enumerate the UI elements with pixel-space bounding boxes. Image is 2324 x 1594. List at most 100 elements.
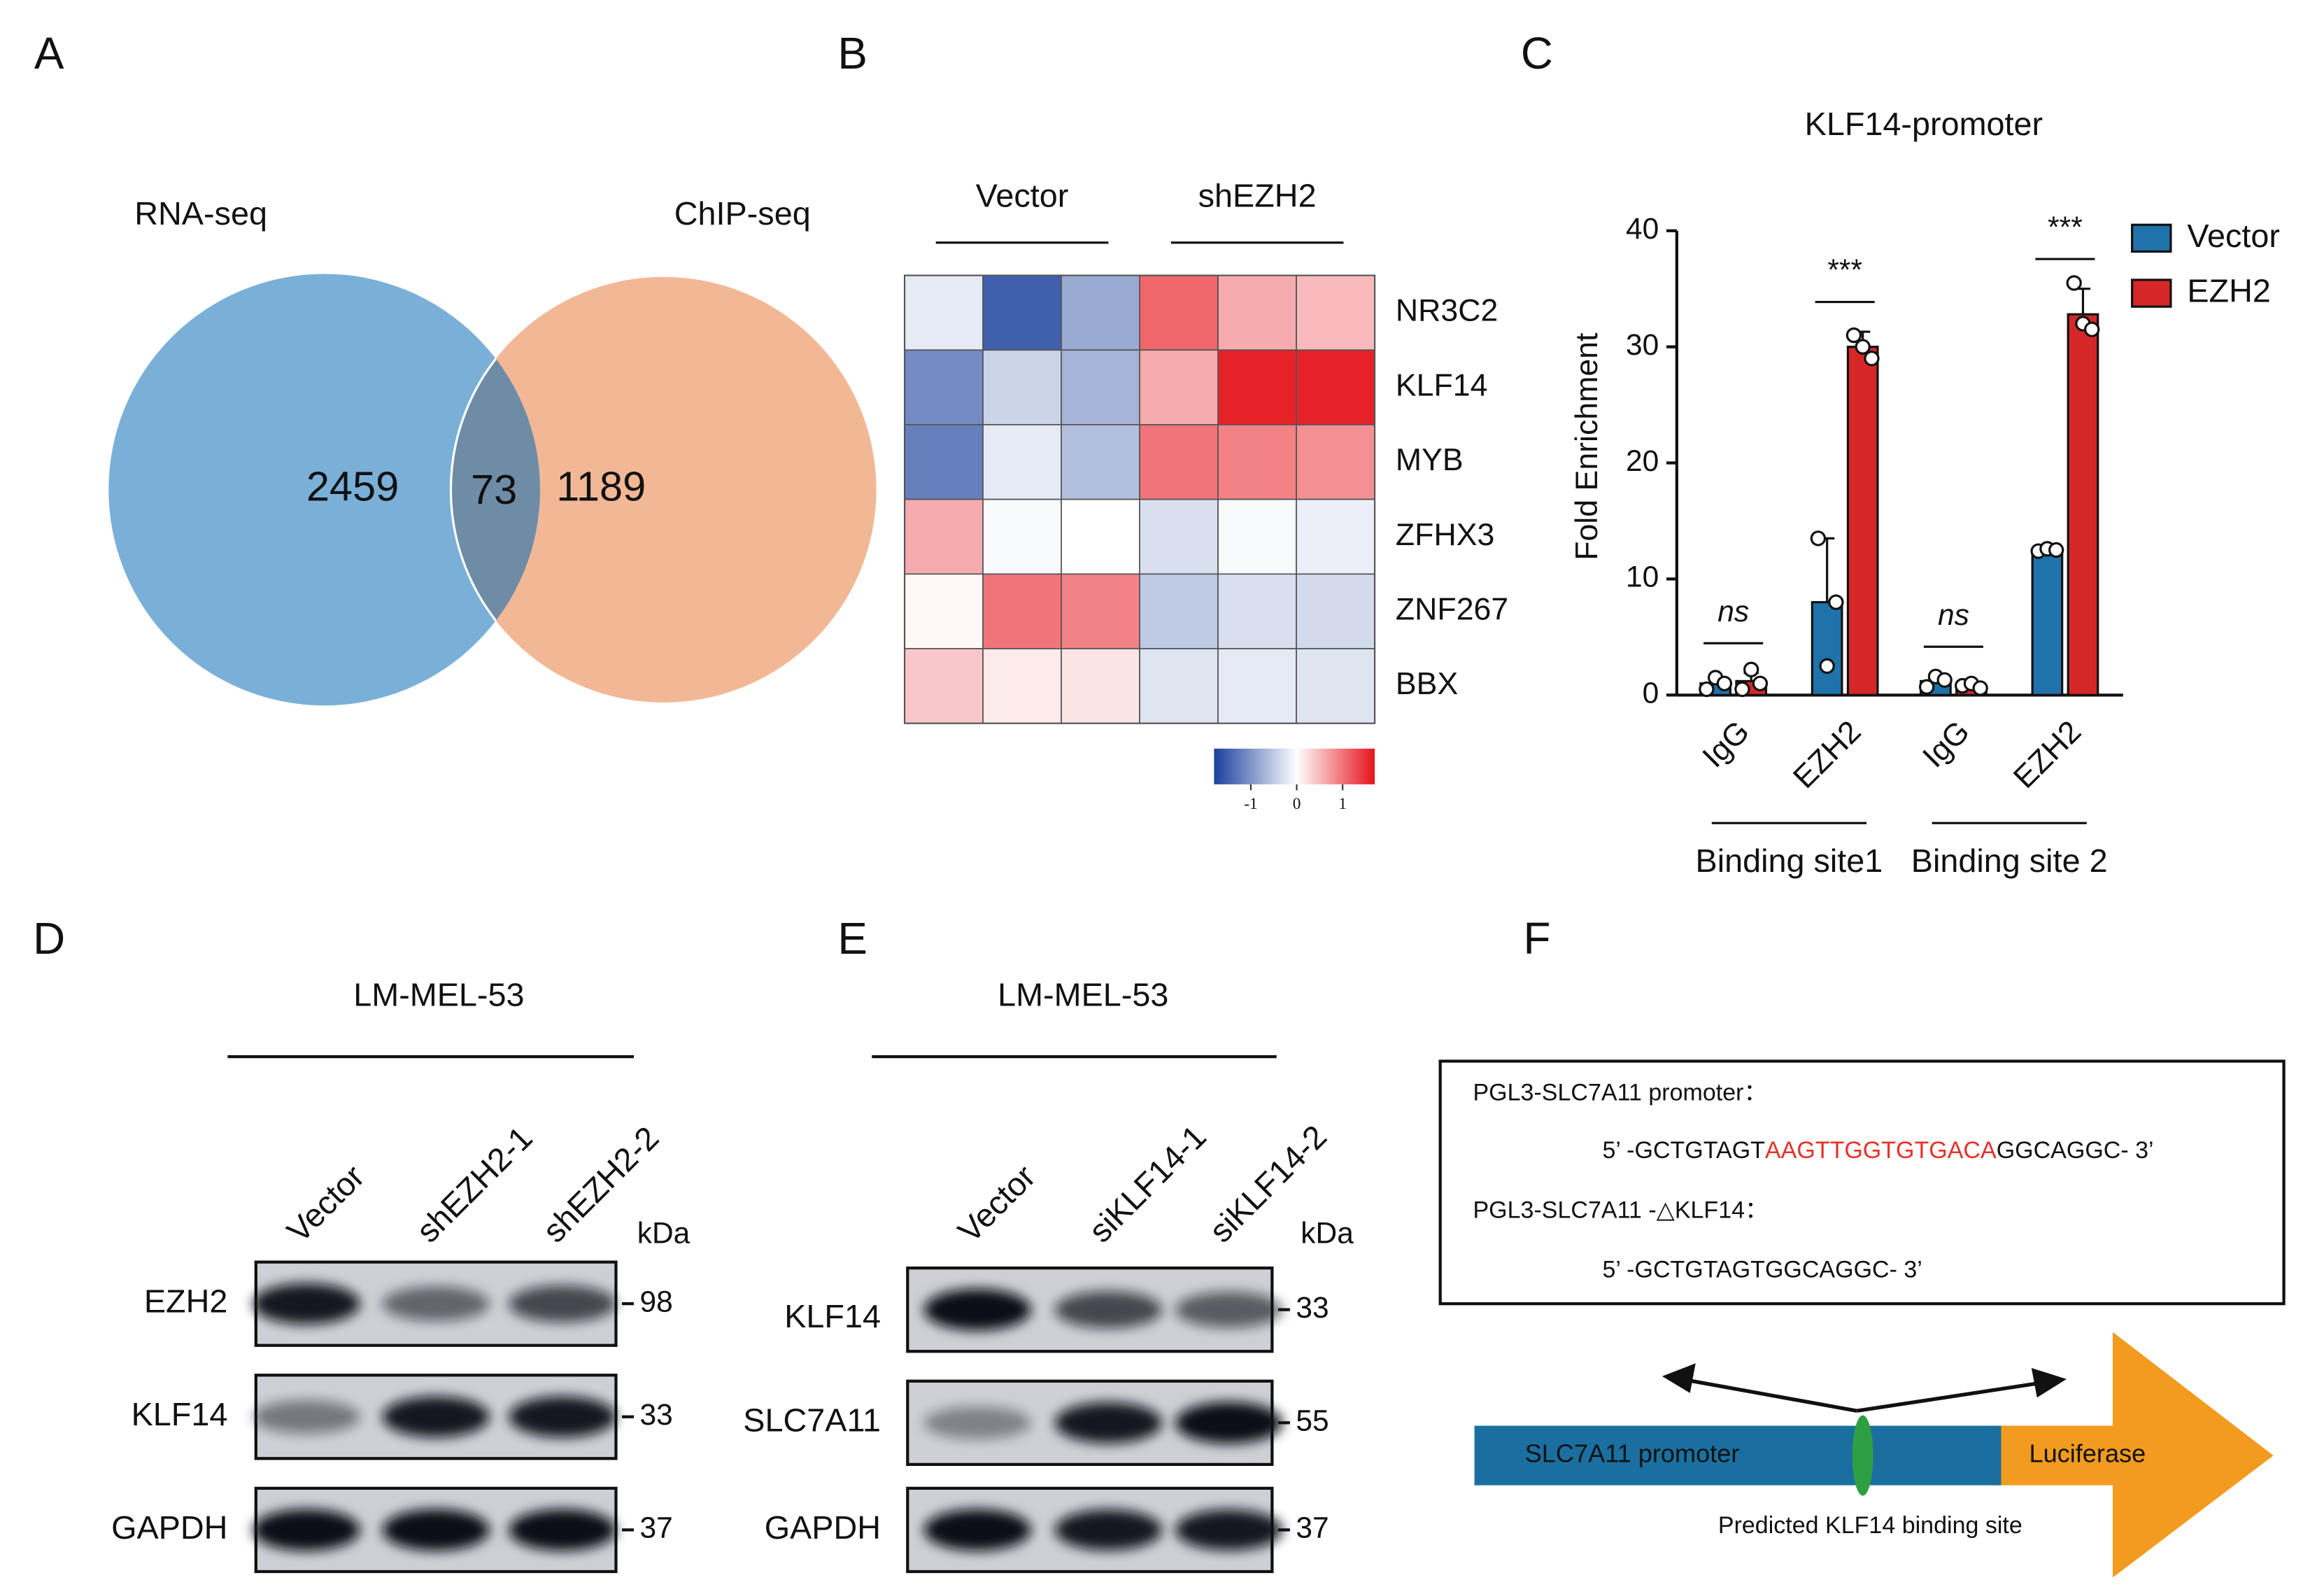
marker-label: 55 <box>1296 1404 1328 1438</box>
y-tick-label: 0 <box>1643 677 1659 710</box>
cell-line-label: LM-MEL-53 <box>998 976 1168 1013</box>
blot-band <box>509 1509 616 1551</box>
row-label: MYB <box>1396 443 1464 477</box>
construct-name: PGL3-SLC7A11 promoter： <box>1473 1079 1767 1106</box>
blot-band <box>382 1396 490 1438</box>
heatmap-cell <box>904 498 984 575</box>
panel-label: B <box>837 28 867 78</box>
y-tick-label: 40 <box>1626 212 1659 246</box>
heatmap-cell <box>1139 349 1219 425</box>
bar <box>2067 313 2099 696</box>
cell-line-label: LM-MEL-53 <box>353 976 524 1013</box>
panel-label: C <box>1521 28 1553 78</box>
column-group-label: shEZH2 <box>1198 177 1317 213</box>
blot-band <box>382 1286 490 1322</box>
heatmap-cell <box>1217 648 1297 724</box>
sequence-box <box>1438 1059 2286 1306</box>
binding-site <box>1852 1415 1873 1496</box>
legend-label: Vector <box>2187 218 2280 254</box>
data-point <box>2066 275 2082 291</box>
promoter-label: SLC7A11 promoter <box>1525 1439 1740 1468</box>
data-point <box>1819 658 1835 675</box>
blot-band <box>382 1509 490 1551</box>
venn-count: 73 <box>471 466 517 513</box>
blot-band <box>1175 1509 1283 1551</box>
heatmap-cell <box>1139 274 1219 351</box>
marker-label: 33 <box>1296 1291 1328 1325</box>
heatmap-cell <box>1296 424 1375 500</box>
heatmap-cell <box>1061 573 1140 649</box>
venn-set <box>451 276 877 703</box>
heatmap-cell <box>1061 498 1140 575</box>
heatmap-cell <box>1296 274 1375 351</box>
protein-label: EZH2 <box>144 1283 228 1320</box>
blot-band <box>253 1283 360 1325</box>
sequence-segment: 5’ -GCTGTAGT <box>1603 1137 1765 1164</box>
chart-title: KLF14-promoter <box>1805 106 2043 142</box>
heatmap-cell <box>1217 573 1297 649</box>
data-point <box>2084 321 2100 337</box>
legend-swatch <box>2131 223 2172 253</box>
heatmap-frame <box>904 274 1376 724</box>
site-arrows <box>1661 1363 2067 1413</box>
legend-swatch <box>2131 278 2172 308</box>
row-label: ZNF267 <box>1396 592 1508 626</box>
data-point <box>1845 327 1862 344</box>
protein-label: GAPDH <box>111 1509 227 1546</box>
heatmap-cell <box>1061 274 1140 351</box>
data-point <box>1855 339 1871 355</box>
data-point <box>1734 681 1750 698</box>
panel-label: A <box>34 28 64 78</box>
data-point <box>1752 675 1769 691</box>
y-tick-label: 30 <box>1626 328 1659 362</box>
colorbar-tick-label: 1 <box>1338 795 1347 813</box>
data-point <box>1936 672 1953 688</box>
unit-label: kDa <box>637 1217 690 1250</box>
heatmap-cell <box>904 349 984 425</box>
venn-count: 2459 <box>306 463 399 510</box>
heatmap-cell <box>1139 573 1219 649</box>
marker-label: 33 <box>640 1398 673 1432</box>
group-label: Binding site 2 <box>1911 842 2108 879</box>
heatmap-cell <box>1061 648 1140 724</box>
heatmap-cell <box>1061 349 1140 425</box>
colorbar-tick-label: 0 <box>1293 795 1301 813</box>
heatmap-cell <box>904 424 984 500</box>
protein-label: KLF14 <box>784 1298 881 1334</box>
heatmap-cell <box>1296 349 1375 425</box>
significance-label: ns <box>1717 595 1749 628</box>
panel-label: F <box>1523 913 1550 964</box>
blot-band <box>923 1509 1031 1551</box>
sequence-segment: GGCAGGC- 3’ <box>1997 1137 2154 1164</box>
row-label: ZFHX3 <box>1396 518 1494 552</box>
data-point <box>1918 679 1935 695</box>
protein-label: SLC7A11 <box>743 1402 881 1439</box>
panel-label: E <box>837 913 867 964</box>
marker-label: 37 <box>1296 1511 1328 1545</box>
blot-band <box>1054 1509 1162 1551</box>
colorbar <box>1214 748 1375 784</box>
sequence-segment: 5’ -GCTGTAGTGGCAGGC- 3’ <box>1603 1256 1922 1283</box>
protein-label: GAPDH <box>765 1509 881 1546</box>
heatmap-cell <box>982 349 1062 425</box>
sequence: 5’ -GCTGTAGTAAGTTGGTGTGACAGGCAGGC- 3’ <box>1603 1137 2154 1164</box>
group-label: Binding site1 <box>1696 842 1883 879</box>
data-point <box>1828 594 1844 610</box>
heatmap-cell <box>982 274 1062 351</box>
data-point <box>1864 351 1880 367</box>
significance-label: *** <box>2048 211 2083 244</box>
data-point <box>1699 681 1715 698</box>
bar <box>2031 549 2064 696</box>
heatmap-cell <box>904 573 984 649</box>
data-point <box>1743 661 1759 677</box>
venn-count: 1189 <box>556 463 646 510</box>
y-tick-label: 10 <box>1626 560 1659 594</box>
heatmap-cell <box>904 274 984 351</box>
reporter-label: Luciferase <box>2029 1439 2146 1468</box>
heatmap-cell <box>982 498 1062 575</box>
row-label: KLF14 <box>1396 368 1488 402</box>
heatmap-cell <box>1217 349 1297 425</box>
significance-label: ns <box>1938 598 1969 632</box>
